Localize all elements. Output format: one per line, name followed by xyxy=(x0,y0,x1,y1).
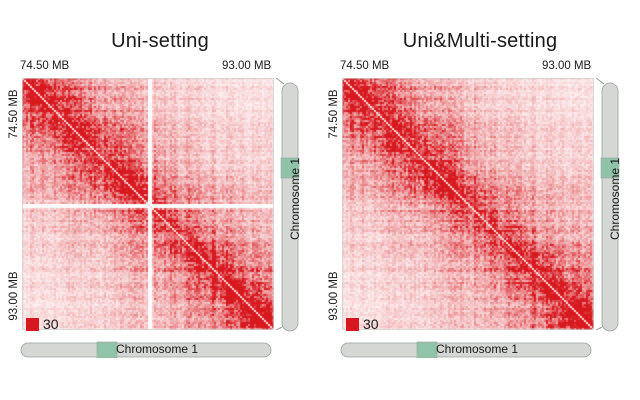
chromosome-body xyxy=(281,82,299,332)
x-axis-end-label: 93.00 MB xyxy=(542,60,592,72)
x-axis-start-label: 74.50 MB xyxy=(20,60,70,72)
panel-title: Uni&Multi-setting xyxy=(402,30,558,52)
legend-value: 30 xyxy=(43,316,59,332)
x-axis-start-label: 74.50 MB xyxy=(340,60,390,72)
y-axis-start-label: 74.50 MB xyxy=(8,89,20,139)
legend-swatch xyxy=(346,317,359,331)
chromosome-ideogram-horizontal xyxy=(20,341,272,358)
zoom-connector-top xyxy=(276,78,285,85)
chromosome-label-vertical: Chromosome 1 xyxy=(608,157,622,240)
chromosome-highlight-region xyxy=(280,157,300,179)
chromosome-ideogram-horizontal xyxy=(340,341,592,358)
chromosome-label-horizontal: Chromosome 1 xyxy=(436,342,519,356)
contact-heatmap xyxy=(22,78,274,330)
zoom-connector-top xyxy=(596,78,605,85)
chromosome-label-vertical: Chromosome 1 xyxy=(288,157,302,240)
panel-title: Uni-setting xyxy=(111,30,209,52)
heatmap-panel-uni: Uni-setting 74.50 MB 93.00 MB 74.50 MB 9… xyxy=(8,30,302,358)
color-legend: 30 xyxy=(26,317,59,331)
y-axis-end-label: 93.00 MB xyxy=(8,271,20,321)
chromosome-highlight-region xyxy=(96,341,118,358)
chromosome-ideogram-vertical xyxy=(276,78,300,332)
chromosome-body xyxy=(20,342,272,358)
y-axis-end-label: 93.00 MB xyxy=(328,271,340,321)
y-axis-start-label: 74.50 MB xyxy=(328,89,340,139)
contact-heatmap xyxy=(342,78,594,330)
heatmap-panel-uni-multi: Uni&Multi-setting 74.50 MB 93.00 MB 74.5… xyxy=(320,0,640,400)
legend-swatch xyxy=(26,317,39,331)
color-legend: 30 xyxy=(346,317,379,331)
chromosome-highlight-region xyxy=(600,157,620,179)
chromosome-ideogram-vertical xyxy=(596,78,620,332)
x-axis-end-label: 93.00 MB xyxy=(222,60,272,72)
chromosome-body xyxy=(340,342,592,358)
chromosome-highlight-region xyxy=(416,341,438,358)
legend-value: 30 xyxy=(363,316,379,332)
chromosome-label-horizontal: Chromosome 1 xyxy=(116,342,199,356)
chromosome-body xyxy=(601,82,619,332)
